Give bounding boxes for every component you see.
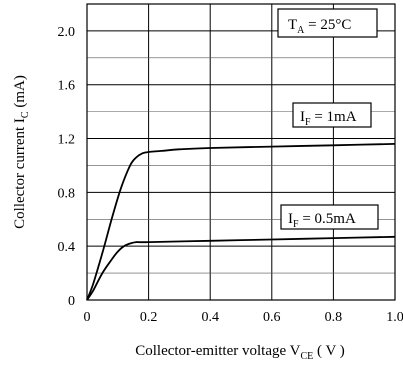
y-tick-label: 0 [68, 294, 75, 309]
x-axis-title: Collector-emitter voltage VCE ( V ) [135, 343, 345, 362]
plot-frame [87, 4, 395, 300]
tick-labels: 0 0.2 0.4 0.6 0.8 1.0 0 0.4 0.8 1.2 1.6 2.0 [58, 25, 403, 325]
grid [87, 4, 395, 300]
x-tick-label: 1.0 [386, 310, 403, 325]
y-tick-label: 0.4 [58, 240, 76, 255]
y-tick-label: 2.0 [58, 25, 76, 40]
series-label-1ma: IF = 1mA [293, 103, 371, 128]
x-tick-label: 0.4 [201, 310, 219, 325]
x-tick-label: 0.8 [325, 310, 343, 325]
y-tick-label: 0.8 [58, 186, 76, 201]
x-tick-label: 0.6 [263, 310, 281, 325]
x-tick-label: 0.2 [140, 310, 158, 325]
temperature-annotation: TA = 25°C [278, 9, 377, 37]
series-label-0.5ma: IF = 0.5mA [281, 205, 378, 230]
y-tick-label: 1.6 [58, 79, 76, 94]
x-tick-label: 0 [84, 310, 91, 325]
y-tick-label: 1.2 [58, 133, 76, 148]
y-axis-title: Collector current IC (mA) [12, 75, 31, 229]
